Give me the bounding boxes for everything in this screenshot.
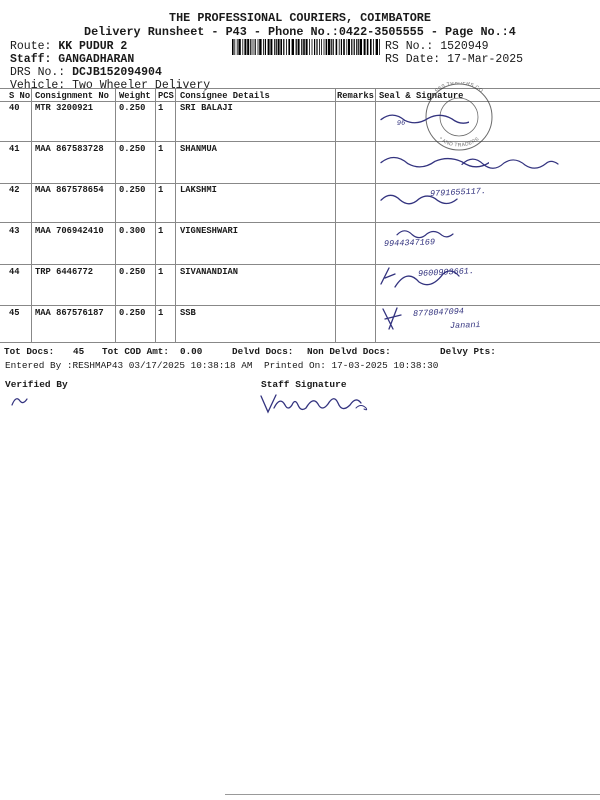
svg-text:SSS TRADERS CO: SSS TRADERS CO [434, 82, 484, 94]
